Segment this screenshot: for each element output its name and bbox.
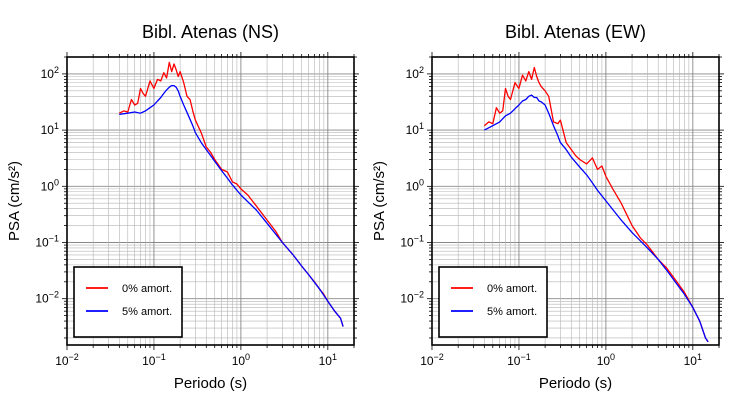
legend-label-1: 0% amort. xyxy=(122,283,172,295)
series-line-2 xyxy=(119,84,344,327)
legend-label-2: 5% amort. xyxy=(122,306,172,318)
series-line-1 xyxy=(483,66,709,343)
plot-frame xyxy=(431,56,720,346)
x-tick-label: 100 xyxy=(597,352,615,368)
x-tick-label: 10−2 xyxy=(420,352,444,368)
y-tick-label: 101 xyxy=(406,121,424,137)
x-tick-label: 10−1 xyxy=(507,352,531,368)
chart-panel-2: 10−2 10−1 100 101 10−2 10−1 100 101 102 Bibl. Ate… xyxy=(371,22,724,392)
y-tick-label: 102 xyxy=(41,65,59,81)
legend-label-1: 0% amort. xyxy=(487,283,537,295)
legend: 0% amort. 5% amort. xyxy=(438,266,548,338)
x-tick-label: 10−2 xyxy=(55,352,79,368)
legend: 0% amort. 5% amort. xyxy=(73,266,183,338)
y-tick-label: 100 xyxy=(406,177,424,193)
y-tick-label: 102 xyxy=(406,65,424,81)
axis-ticks xyxy=(62,52,359,350)
chart-title: Bibl. Atenas (EW) xyxy=(505,22,646,42)
legend-box xyxy=(438,266,548,338)
legend-label-2: 5% amort. xyxy=(487,306,537,318)
x-tick-label: 100 xyxy=(232,352,250,368)
y-tick-label: 10−1 xyxy=(35,234,59,250)
y-axis-label: PSA (cm/s²) xyxy=(371,161,388,241)
x-tick-label: 101 xyxy=(684,352,702,368)
y-tick-label: 10−2 xyxy=(400,290,424,306)
x-tick-label: 101 xyxy=(319,352,337,368)
y-tick-label: 101 xyxy=(41,121,59,137)
chart-panel-1: 10−2 10−1 100 101 10−2 10−1 100 101 102 Bibl. Ate… xyxy=(6,22,359,392)
x-tick-label: 10−1 xyxy=(142,352,166,368)
series-line-2 xyxy=(484,94,709,343)
y-tick-label: 10−1 xyxy=(400,234,424,250)
x-axis-label: Periodo (s) xyxy=(539,375,612,392)
y-tick-label: 10−2 xyxy=(35,290,59,306)
axis-ticks xyxy=(427,52,724,350)
y-tick-label: 100 xyxy=(41,177,59,193)
x-axis-label: Periodo (s) xyxy=(174,375,247,392)
plot-frame xyxy=(66,56,355,346)
y-axis-label: PSA (cm/s²) xyxy=(6,161,23,241)
legend-box xyxy=(73,266,183,338)
chart-title: Bibl. Atenas (NS) xyxy=(142,22,279,42)
